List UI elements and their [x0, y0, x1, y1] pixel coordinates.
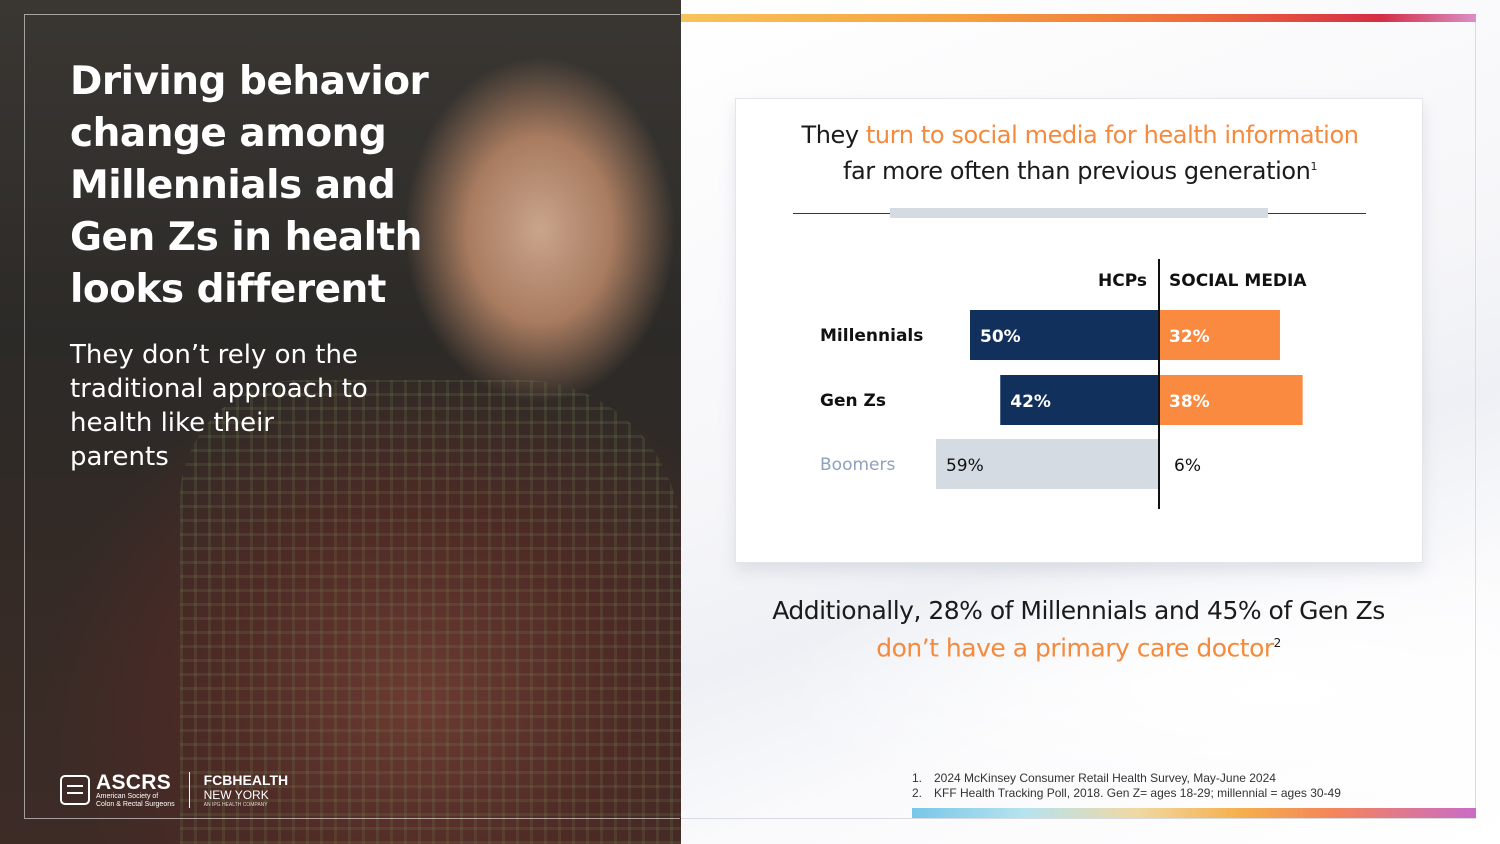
column-header-social-media: SOCIAL MEDIA [1169, 271, 1307, 291]
footnotes: 1. 2024 McKinsey Consumer Retail Health S… [912, 771, 1341, 801]
hcp-value-label: 42% [1010, 392, 1051, 412]
column-header-hcps: HCPs [1098, 271, 1147, 291]
title-line2: far more often than previous generation [842, 157, 1311, 185]
logo-divider [188, 772, 190, 808]
left-frame [24, 14, 680, 819]
title-footnote-ref: 1 [1310, 160, 1318, 173]
category-label: Gen Zs [820, 391, 886, 411]
bottom-footnote-ref: 2 [1273, 636, 1282, 650]
social-value-label: 32% [1169, 327, 1210, 347]
footnote-text: 2024 McKinsey Consumer Retail Health Sur… [934, 771, 1276, 785]
hcp-value-label: 50% [980, 327, 1021, 347]
footnote-item: 1. 2024 McKinsey Consumer Retail Health S… [912, 771, 1341, 786]
hcp-bar [935, 439, 1159, 489]
social-value-label: 38% [1169, 392, 1210, 412]
title-rule-bar [890, 208, 1268, 218]
category-label: Millennials [820, 326, 923, 346]
bottom-gradient-stripe [912, 808, 1476, 818]
footnote-text: KFF Health Tracking Poll, 2018. Gen Z= a… [934, 786, 1341, 800]
bottom-statement: Additionally, 28% of Millennials and 45%… [681, 595, 1476, 664]
footnote-number: 2. [912, 786, 923, 800]
ascrs-logo: ASCRS American Society of Colon & Rectal… [60, 772, 175, 809]
bottom-line1: Additionally, 28% of Millennials and 45%… [772, 596, 1385, 625]
ascrs-name: ASCRS [96, 770, 172, 794]
slide-headline: Driving behavior change among Millennial… [70, 59, 429, 312]
ascrs-tagline-1: American Society of [96, 792, 159, 800]
diverging-bar-chart: HCPs SOCIAL MEDIA Millennials 50% 32% Gen Zs 4… [820, 259, 1307, 509]
social-bar [1159, 310, 1280, 360]
chart-card: They turn to social media for health inf… [735, 98, 1423, 563]
category-label: Boomers [820, 455, 895, 475]
title-part1: They [801, 121, 866, 149]
fcb-tagline: AN IPG HEALTH COMPANY [203, 801, 268, 808]
speech-bubble-icon [60, 775, 90, 805]
fcb-city: NEW YORK [203, 787, 269, 802]
hcp-bar [1000, 375, 1159, 425]
hcp-bar [970, 310, 1159, 360]
fcb-name: FCBHEALTH [203, 771, 289, 788]
footnote-number: 1. [912, 771, 923, 785]
footnote-item: 2. KFF Health Tracking Poll, 2018. Gen Z=… [912, 786, 1341, 801]
title-accent: turn to social media for health informat… [865, 121, 1359, 149]
slide-subhead: They don’t rely on the traditional appro… [70, 340, 368, 472]
social-value-label: 6% [1174, 456, 1201, 476]
portrait-photo [0, 0, 681, 844]
bottom-line2: don’t have a primary care doctor [876, 633, 1274, 663]
shirt-pattern [180, 380, 681, 844]
logo-bar: ASCRS American Society of Colon & Rectal… [60, 768, 288, 812]
fcb-health-logo: FCBHEALTH NEW YORK AN IPG HEALTH COMPANY [204, 772, 289, 809]
hcp-value-label: 59% [946, 456, 984, 476]
ascrs-tagline-2: Colon & Rectal Surgeons [96, 800, 175, 808]
top-gradient-stripe [681, 14, 1476, 22]
chart-title: They turn to social media for health inf… [736, 119, 1424, 187]
social-bar [1159, 375, 1303, 425]
